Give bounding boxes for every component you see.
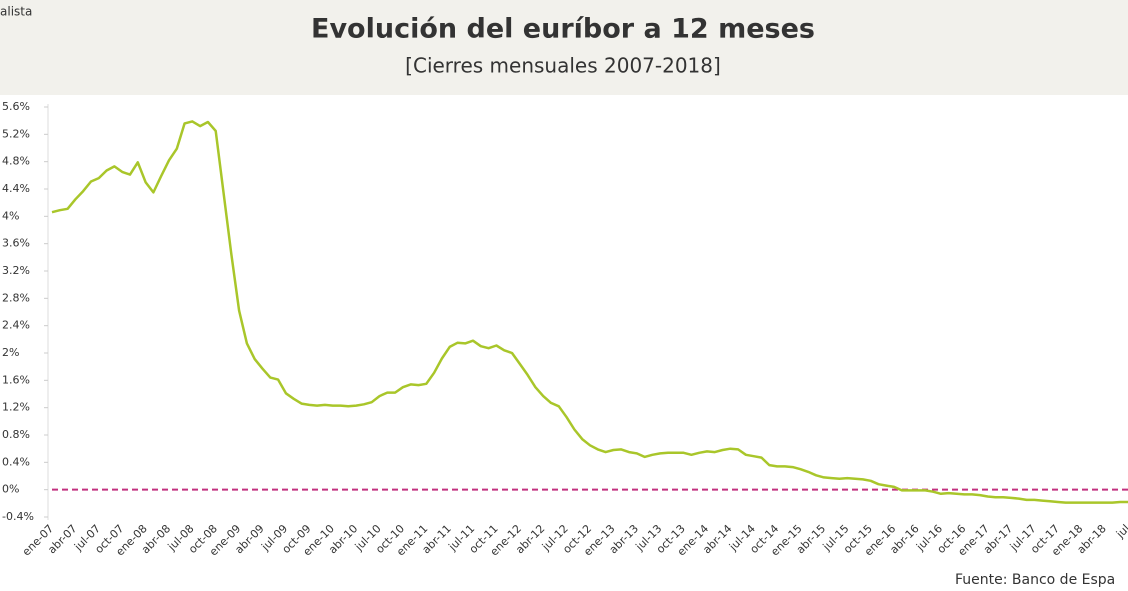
brand: alista (0, 5, 32, 19)
y-tick-label: 5.2% (2, 127, 30, 140)
y-tick-label: 5.6% (2, 100, 30, 113)
chart-subtitle: [Cierres mensuales 2007-2018] (405, 54, 721, 78)
y-tick-label: 0.8% (2, 428, 30, 441)
y-tick-label: 3.2% (2, 264, 30, 277)
y-tick-label: 3.6% (2, 237, 30, 250)
y-tick-label: 4.8% (2, 155, 30, 168)
y-tick-label: 2% (2, 346, 19, 359)
y-tick-label: 1.6% (2, 373, 30, 386)
source: Fuente: Banco de Espa (955, 572, 1115, 588)
y-tick-label: 1.2% (2, 401, 30, 414)
y-tick-label: -0.4% (2, 510, 34, 523)
line (51, 120, 1128, 504)
y-tick-label: 2.8% (2, 291, 30, 304)
x-tick-label: jul (1113, 522, 1128, 541)
y-tick-label: 2.4% (2, 319, 30, 332)
y-tick-label: 4.4% (2, 182, 30, 195)
y-tick-label: 4% (2, 209, 19, 222)
y-tick-label: 0% (2, 483, 19, 496)
y-tick-label: 0.4% (2, 455, 30, 468)
chart-title: Evolución del euríbor a 12 meses (311, 14, 815, 45)
header-band (0, 0, 1128, 95)
